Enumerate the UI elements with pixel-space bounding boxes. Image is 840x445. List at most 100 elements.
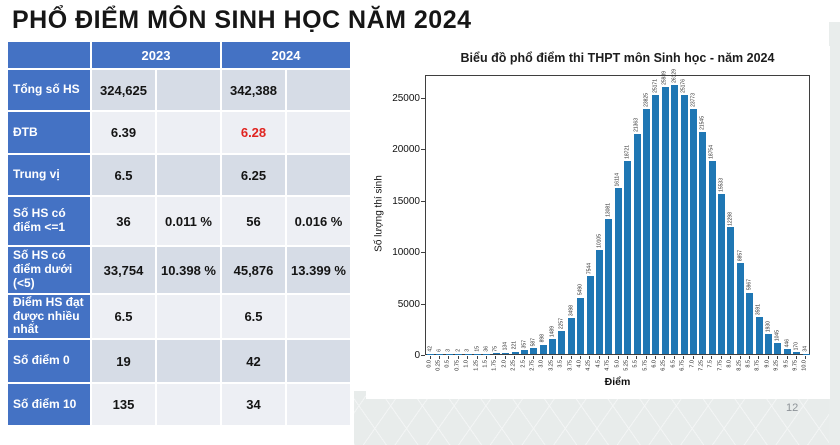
bar-slot: 7544 (586, 76, 595, 354)
bar (614, 188, 622, 354)
x-tick-label: 2.0 (501, 360, 508, 368)
bar-slot: 25176 (680, 76, 689, 354)
bar-value-label: 42 (427, 345, 434, 352)
x-tick-mark (608, 356, 610, 359)
background-pattern-right (829, 22, 840, 445)
bar-slot: 34 (802, 76, 811, 354)
x-tick-label: 1.5 (482, 360, 489, 368)
y-tick-mark (421, 200, 425, 202)
bar-value-label: 25939 (661, 71, 668, 85)
x-tick-label: 7.75 (717, 360, 724, 371)
x-tick-mark (598, 356, 600, 359)
bar-value-label: 2257 (558, 317, 565, 329)
bar (483, 353, 491, 354)
bar-slot: 13081 (604, 76, 613, 354)
x-tick-mark (542, 356, 544, 359)
page-title: PHỔ ĐIỂM MÔN SINH HỌC NĂM 2024 (12, 6, 472, 34)
bar (755, 317, 763, 354)
x-tick-label: 9.0 (763, 360, 770, 368)
x-tick-mark (748, 356, 750, 359)
x-axis-label: Điểm (604, 376, 631, 388)
x-tick-label: 4.5 (594, 360, 601, 368)
bar-slot: 12298 (726, 76, 735, 354)
table-header-2023: 2023 (92, 42, 220, 68)
chart-title: Biểu đồ phổ điểm thi THPT môn Sinh học -… (460, 51, 775, 65)
bar-value-label: 3 (445, 348, 452, 352)
bar-value-label: 1045 (774, 330, 781, 342)
bar-slot: 21545 (698, 76, 707, 354)
x-tick-mark (786, 356, 788, 359)
x-tick-mark (711, 356, 713, 359)
bar-value-label: 5967 (746, 279, 753, 291)
y-tick-label: 10000 (392, 247, 420, 259)
table-header-2024: 2024 (222, 42, 350, 68)
x-tick-label: 1.25 (472, 360, 479, 371)
x-tick-mark (523, 356, 525, 359)
x-tick-mark (486, 356, 488, 359)
x-tick-mark (495, 356, 497, 359)
x-tick-mark (467, 356, 469, 359)
x-tick-label: 6.5 (670, 360, 677, 368)
bar (586, 276, 594, 354)
bar (520, 350, 528, 354)
x-tick-label: 4.0 (576, 360, 583, 368)
bar (455, 353, 463, 354)
bar-value-label: 898 (539, 334, 546, 343)
bar-value-label: 357 (521, 339, 528, 349)
plot-area: 42 6 3 2 3 15 36 75 134 221 357 587 898 1489 2257 3498 5… (425, 69, 811, 355)
percent-2023 (157, 340, 220, 382)
bar (727, 227, 735, 354)
chart-panel: Biểu đồ phổ điểm thi THPT môn Sinh học -… (366, 46, 830, 399)
x-tick-label: 9.75 (792, 360, 799, 371)
value-2024: 42 (222, 340, 285, 382)
x-tick-label: 8.5 (745, 360, 752, 368)
bar-slot: 357 (520, 76, 529, 354)
bar (774, 343, 782, 354)
x-tick-label: 2.5 (519, 360, 526, 368)
y-axis-label: Số lượng thí sinh (373, 175, 385, 252)
table-header-blank (8, 42, 90, 68)
bar (718, 194, 726, 354)
bar-slot: 42 (426, 76, 435, 354)
bar (492, 353, 500, 354)
row-label: Số HS có điểm dưới (<5) (8, 247, 90, 293)
bar (445, 353, 453, 354)
bar-value-label: 3 (464, 348, 471, 352)
percent-2024 (287, 340, 350, 382)
bar-value-label: 2 (455, 348, 462, 352)
value-2024: 56 (222, 197, 285, 245)
percent-2024 (287, 112, 350, 153)
bar (567, 318, 575, 354)
percent-2023 (157, 384, 220, 425)
x-tick-mark (777, 356, 779, 359)
x-tick-label: 0.25 (435, 360, 442, 371)
bar (605, 219, 613, 354)
percent-2024: 13.399 % (287, 247, 350, 293)
bar-value-label: 170 (793, 341, 800, 351)
x-tick-label: 1.75 (491, 360, 498, 371)
bar-value-label: 13081 (605, 203, 612, 218)
bar (558, 330, 566, 354)
x-tick-label: 0.75 (454, 360, 461, 371)
x-tick-label: 3.5 (557, 360, 564, 368)
bar (642, 108, 650, 354)
x-tick-mark (589, 356, 591, 359)
x-tick-label: 6.25 (660, 360, 667, 371)
value-2023: 33,754 (92, 247, 155, 293)
value-2024: 45,876 (222, 247, 285, 293)
bar-slot: 1489 (548, 76, 557, 354)
bar-slot: 23773 (689, 76, 698, 354)
bar (502, 352, 510, 354)
percent-2023: 10.398 % (157, 247, 220, 293)
bar (464, 353, 472, 354)
bar-slot: 898 (539, 76, 548, 354)
x-tick-mark (551, 356, 553, 359)
value-2024: 6.28 (222, 112, 285, 153)
x-tick-mark (626, 356, 628, 359)
bar-slot: 25171 (651, 76, 660, 354)
x-tick-label: 1.0 (463, 360, 470, 368)
bar-value-label: 18754 (708, 145, 715, 159)
bar-value-label: 587 (530, 337, 537, 346)
bar-value-label: 10105 (596, 234, 603, 248)
